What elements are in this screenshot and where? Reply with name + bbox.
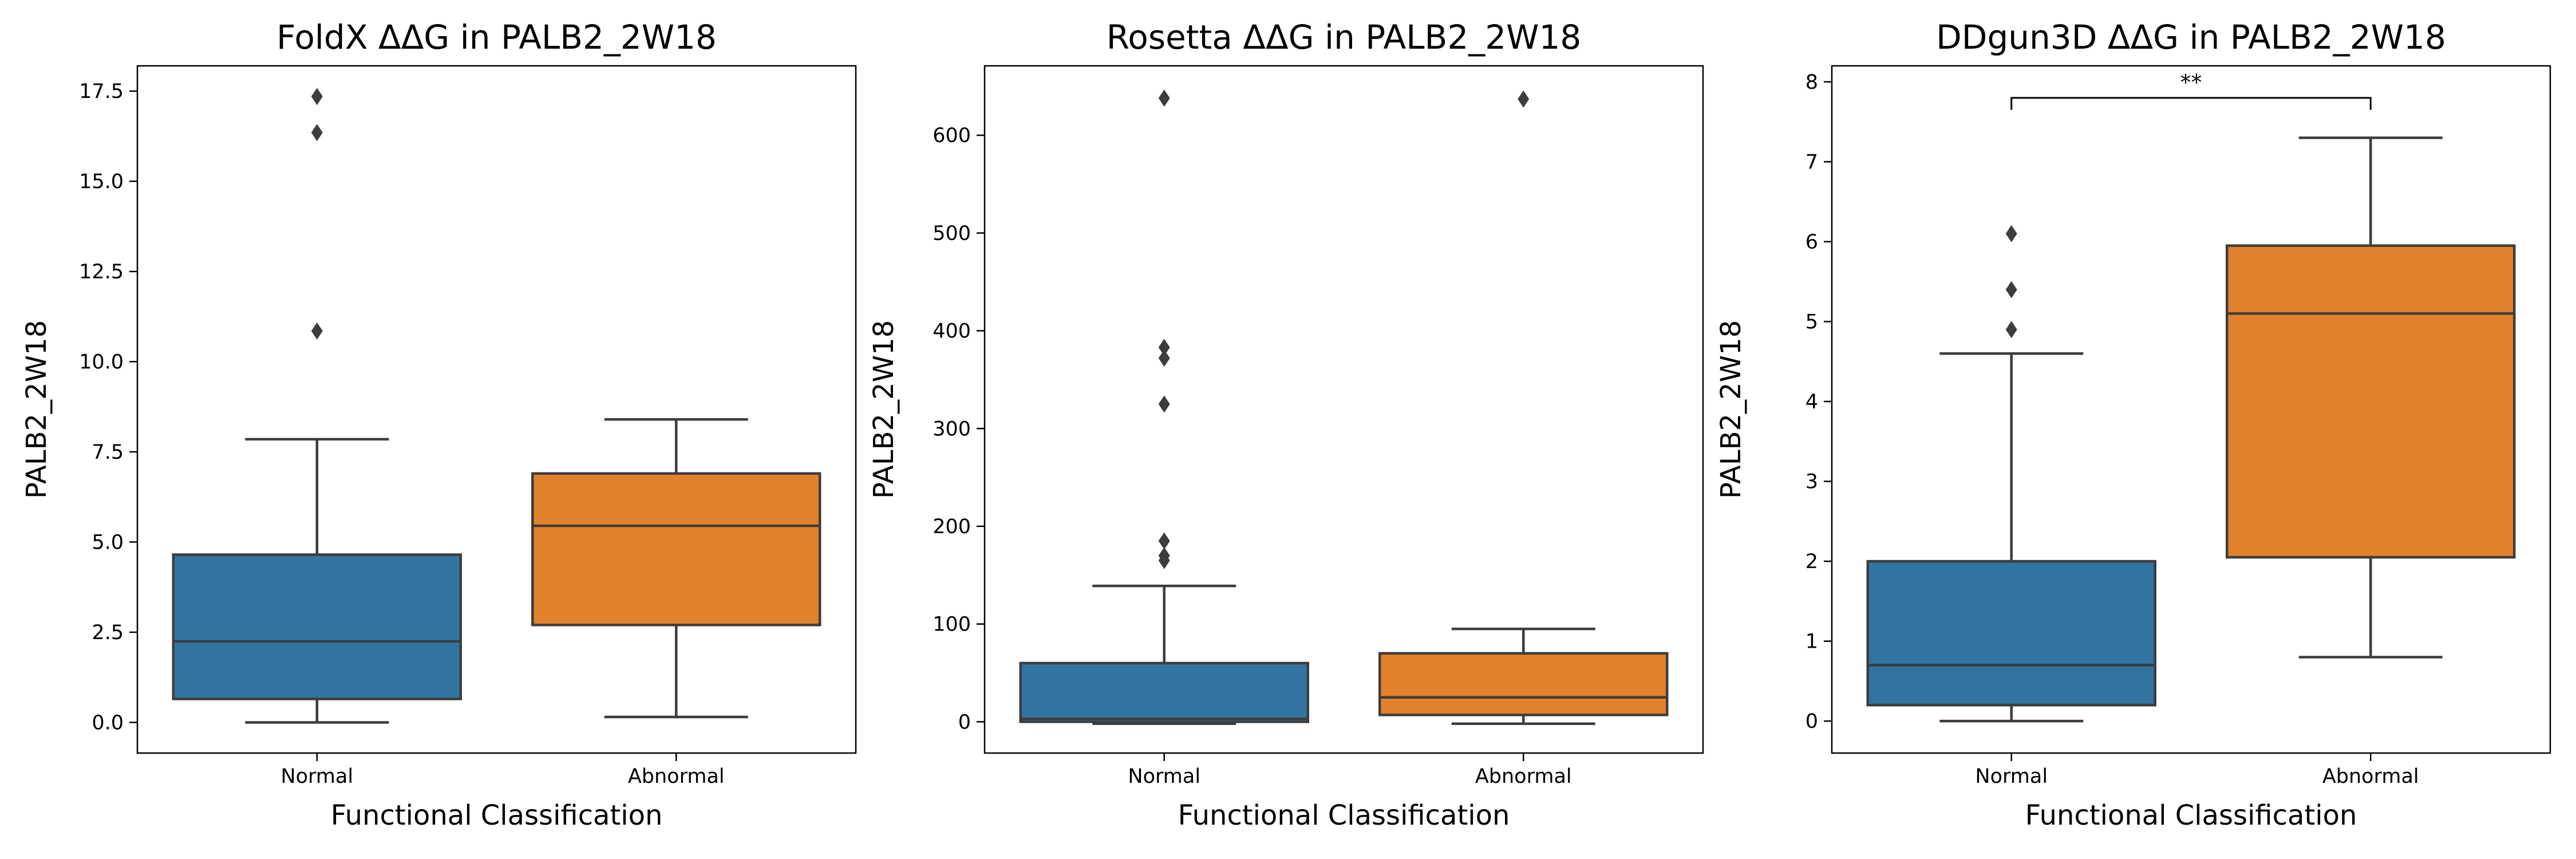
outlier-point <box>1158 395 1170 413</box>
x-tick-label: Normal <box>280 765 353 788</box>
y-tick-label: 17.5 <box>79 80 124 103</box>
box-iqr <box>1866 559 2156 707</box>
box-normal <box>172 88 462 724</box>
y-tick-label: 2.5 <box>92 621 124 644</box>
outlier-point <box>2005 281 2017 298</box>
y-tick-label: 7 <box>1805 151 1818 174</box>
x-tick-label: Normal <box>1975 765 2048 788</box>
y-tick-label: 15.0 <box>79 171 124 194</box>
x-axis-label: Functional Classification <box>2025 799 2357 832</box>
outlier-point <box>1518 90 1530 108</box>
y-tick-label: 0 <box>1805 710 1818 733</box>
y-tick-label: 8 <box>1805 71 1818 94</box>
outlier-point <box>311 124 323 141</box>
y-tick-label: 4 <box>1805 391 1818 413</box>
box-normal <box>1019 89 1309 726</box>
box-iqr <box>1019 661 1309 723</box>
box-iqr <box>531 472 821 626</box>
box-abnormal <box>2226 136 2516 659</box>
x-tick-label: Abnormal <box>628 765 725 788</box>
axes-frame <box>983 65 1704 754</box>
y-tick-label: 6 <box>1805 231 1818 254</box>
y-tick-label: 3 <box>1805 471 1818 494</box>
y-tick-label: 1 <box>1805 631 1818 653</box>
box-abnormal <box>1378 90 1669 726</box>
significance-label: ** <box>2180 70 2202 95</box>
box-normal <box>1866 225 2156 723</box>
y-tick-label: 5 <box>1805 311 1818 334</box>
significance-bracket <box>2010 97 2372 110</box>
y-tick-label: 10.0 <box>79 351 124 374</box>
y-tick-label: 7.5 <box>92 441 124 464</box>
chart-title: FoldX ΔΔG in PALB2_2W18 <box>276 18 717 57</box>
box-abnormal <box>531 418 821 719</box>
y-tick-label: 5.0 <box>92 531 124 554</box>
x-axis-label: Functional Classification <box>1178 799 1510 832</box>
y-tick-label: 400 <box>933 320 971 343</box>
outlier-point <box>1158 532 1170 550</box>
y-axis-label: PALB2_2W18 <box>1715 320 1747 499</box>
axes-frame <box>136 65 857 754</box>
y-tick-label: 100 <box>933 613 971 636</box>
outlier-point <box>2005 321 2017 338</box>
x-tick-label: Abnormal <box>1475 765 1572 788</box>
y-axis-label: PALB2_2W18 <box>21 320 53 499</box>
y-tick-label: 200 <box>933 515 971 538</box>
y-tick-label: 500 <box>933 222 971 245</box>
y-axis-label: PALB2_2W18 <box>868 320 900 499</box>
outlier-point <box>1158 338 1170 356</box>
outlier-point <box>311 322 323 340</box>
outlier-point <box>1158 89 1170 107</box>
y-tick-label: 600 <box>933 124 971 147</box>
x-tick-label: Abnormal <box>2322 765 2419 788</box>
box-iqr <box>172 553 462 700</box>
chart-title: DDgun3D ΔΔG in PALB2_2W18 <box>1936 18 2446 57</box>
x-axis-label: Functional Classification <box>331 799 663 832</box>
y-tick-label: 300 <box>933 417 971 440</box>
x-tick-label: Normal <box>1128 765 1200 788</box>
chart-title: Rosetta ΔΔG in PALB2_2W18 <box>1107 18 1582 57</box>
outlier-point <box>1158 547 1170 565</box>
outlier-point <box>1158 349 1170 367</box>
y-tick-label: 0 <box>958 711 971 734</box>
outlier-point <box>311 88 323 105</box>
axes-frame <box>1831 65 2551 754</box>
y-tick-label: 2 <box>1805 550 1818 573</box>
y-tick-label: 12.5 <box>79 261 124 283</box>
outlier-point <box>2005 225 2017 243</box>
y-tick-label: 0.0 <box>92 711 124 734</box>
box-iqr <box>2226 244 2516 559</box>
box-iqr <box>1378 652 1669 716</box>
